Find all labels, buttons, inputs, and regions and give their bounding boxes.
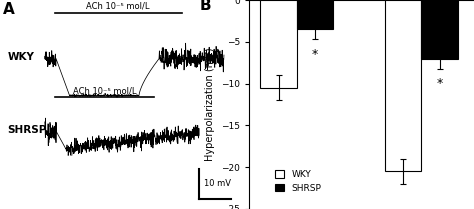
Text: SHRSP: SHRSP bbox=[8, 125, 47, 135]
Text: 10⁻⁷ mol/L: 10⁻⁷ mol/L bbox=[273, 0, 320, 3]
Text: 10 mV: 10 mV bbox=[204, 179, 231, 189]
Bar bbox=[260, 0, 297, 88]
Bar bbox=[385, 0, 421, 171]
Text: 10⁻⁵ mol/L: 10⁻⁵ mol/L bbox=[398, 0, 445, 3]
Text: ACh 10⁻⁵ mol/L: ACh 10⁻⁵ mol/L bbox=[86, 1, 150, 10]
Text: WKY: WKY bbox=[8, 52, 34, 62]
Text: B: B bbox=[200, 0, 211, 13]
Bar bbox=[297, 0, 333, 29]
Bar bbox=[421, 0, 458, 59]
Y-axis label: Hyperpolarization (mV): Hyperpolarization (mV) bbox=[205, 48, 215, 161]
Text: A: A bbox=[2, 2, 14, 17]
Text: ACh 10⁻⁵ mol/L: ACh 10⁻⁵ mol/L bbox=[73, 86, 136, 95]
Legend: WKY, SHRSP: WKY, SHRSP bbox=[272, 166, 325, 196]
Text: *: * bbox=[437, 77, 443, 90]
Text: *: * bbox=[312, 48, 318, 61]
